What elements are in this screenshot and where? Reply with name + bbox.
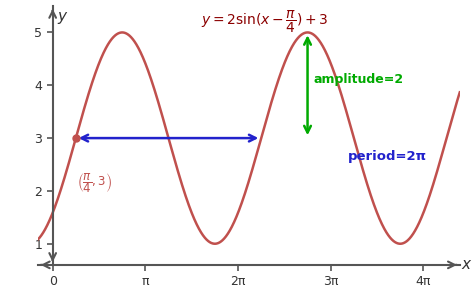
Text: $\left(\dfrac{\pi}{4}, 3\right)$: $\left(\dfrac{\pi}{4}, 3\right)$	[77, 171, 112, 194]
Text: period=2π: period=2π	[347, 150, 427, 163]
Text: amplitude=2: amplitude=2	[314, 73, 404, 86]
Text: y: y	[57, 9, 66, 24]
Text: x: x	[461, 257, 470, 272]
Text: $y = 2\mathregular{sin}(x - \dfrac{\pi}{4}) + 3$: $y = 2\mathregular{sin}(x - \dfrac{\pi}{…	[201, 9, 329, 35]
